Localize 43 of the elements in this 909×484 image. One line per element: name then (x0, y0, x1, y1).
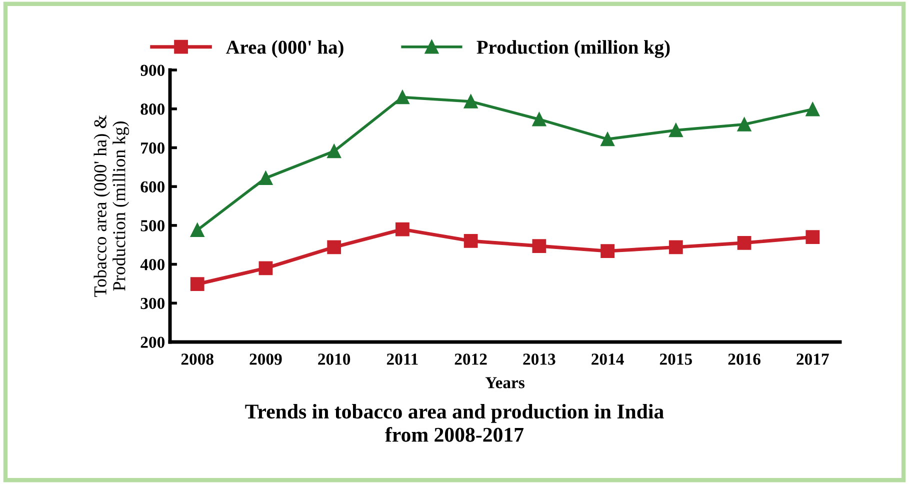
x-tick-label: 2014 (592, 354, 624, 365)
point (190, 277, 204, 292)
point (396, 222, 410, 236)
point (464, 94, 478, 108)
x-tick-label: 2016 (728, 354, 760, 365)
point (668, 240, 683, 254)
point (806, 230, 820, 244)
legend-label: Production (million kg) (476, 40, 670, 58)
y-tick-label: 800 (140, 104, 165, 115)
y-tick-label: 500 (140, 220, 165, 232)
x-tick-label: 2008 (181, 354, 214, 365)
x-tick-label: 2010 (318, 354, 350, 365)
point (737, 117, 752, 132)
point (806, 102, 820, 116)
point (258, 171, 273, 185)
y-tick-label: 300 (140, 298, 165, 310)
legend-label: Area (000' ha) (226, 40, 344, 58)
text: Trends in tobacco area and production in India from 2008-2017 (245, 404, 664, 442)
x-tick-label: 2012 (454, 354, 487, 365)
point (532, 239, 546, 253)
y-tick-label: 400 (140, 258, 165, 270)
point (464, 234, 478, 248)
x-tick-label: 2015 (660, 354, 692, 365)
y-axis-title: Tobacco area (000' ha) & Production (million kg) (94, 115, 130, 297)
x-tick-label: 2017 (796, 354, 829, 365)
point (532, 112, 546, 126)
point (327, 240, 342, 254)
point (396, 90, 410, 104)
y-tick-label: 200 (140, 336, 165, 348)
point (190, 223, 204, 238)
y-tick-label: 600 (140, 181, 165, 193)
point (668, 123, 683, 138)
point (737, 236, 752, 250)
point (600, 132, 614, 146)
x-tick-label: 2011 (386, 354, 418, 365)
point (258, 261, 273, 276)
point (600, 244, 614, 258)
y-tick-label: 900 (140, 64, 165, 76)
x-tick-label: 2013 (523, 354, 556, 365)
y-tick-label: 700 (141, 142, 165, 154)
x-tick-label: 2009 (250, 354, 282, 365)
point (327, 144, 342, 158)
x-axis-title: Years (485, 377, 524, 388)
